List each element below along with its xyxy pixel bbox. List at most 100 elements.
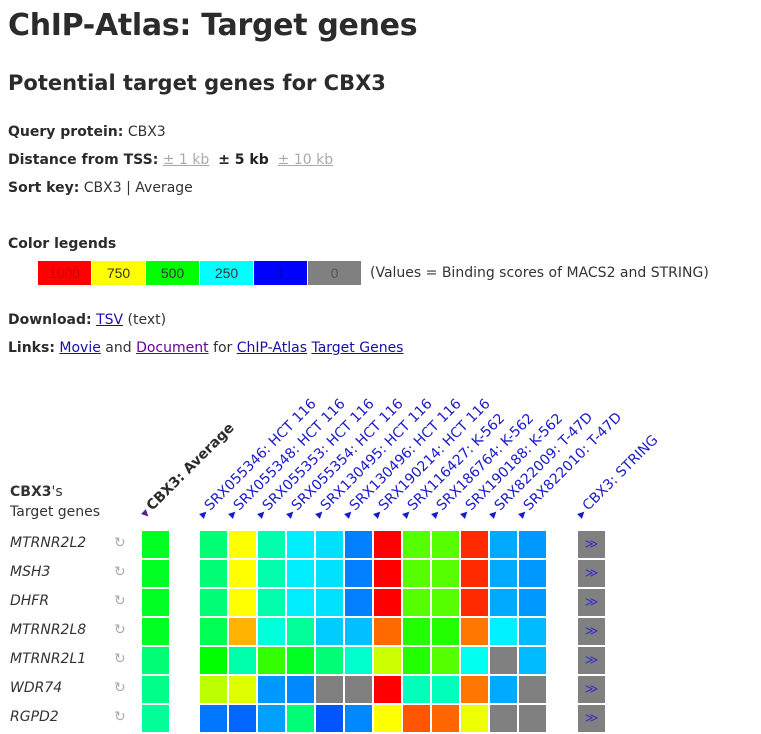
heatmap-cell[interactable]: [229, 647, 256, 674]
heatmap-cell[interactable]: [461, 589, 488, 616]
heatmap-cell[interactable]: [461, 531, 488, 558]
heatmap-cell[interactable]: [374, 589, 401, 616]
heatmap-cell[interactable]: [258, 560, 285, 587]
average-cell[interactable]: [142, 647, 169, 674]
tsv-download-link[interactable]: TSV: [96, 312, 124, 328]
heatmap-cell[interactable]: [287, 531, 314, 558]
heatmap-cell[interactable]: [200, 647, 227, 674]
average-cell[interactable]: [142, 560, 169, 587]
heatmap-cell[interactable]: [287, 618, 314, 645]
heatmap-cell[interactable]: [287, 676, 314, 703]
heatmap-cell[interactable]: [490, 589, 517, 616]
chip-atlas-link[interactable]: ChIP-Atlas: [236, 340, 308, 356]
heatmap-cell[interactable]: [519, 618, 546, 645]
heatmap-cell[interactable]: [432, 647, 459, 674]
heatmap-cell[interactable]: [200, 676, 227, 703]
heatmap-cell[interactable]: [258, 676, 285, 703]
heatmap-cell[interactable]: [432, 705, 459, 732]
heatmap-cell[interactable]: [432, 676, 459, 703]
heatmap-cell[interactable]: [258, 647, 285, 674]
heatmap-cell[interactable]: [200, 705, 227, 732]
heatmap-cell[interactable]: [258, 618, 285, 645]
gene-name[interactable]: RGPD2: [10, 709, 59, 725]
heatmap-cell[interactable]: [519, 560, 546, 587]
heatmap-cell[interactable]: [403, 705, 430, 732]
average-cell[interactable]: [142, 676, 169, 703]
average-cell[interactable]: [142, 589, 169, 616]
heatmap-cell[interactable]: [200, 560, 227, 587]
heatmap-cell[interactable]: [374, 676, 401, 703]
movie-link[interactable]: Movie: [59, 340, 101, 356]
column-header-average[interactable]: ▼CBX3: Average: [140, 420, 238, 521]
heatmap-cell[interactable]: [229, 589, 256, 616]
heatmap-cell[interactable]: [316, 531, 343, 558]
heatmap-cell[interactable]: [374, 705, 401, 732]
gene-name[interactable]: MTRNR2L1: [10, 651, 87, 667]
heatmap-cell[interactable]: [345, 618, 372, 645]
string-link-button[interactable]: ≫: [578, 531, 605, 558]
distance-option-10kb[interactable]: ± 10 kb: [277, 152, 334, 168]
string-link-button[interactable]: ≫: [578, 589, 605, 616]
heatmap-cell[interactable]: [316, 589, 343, 616]
heatmap-cell[interactable]: [461, 618, 488, 645]
heatmap-cell[interactable]: [316, 560, 343, 587]
heatmap-cell[interactable]: [200, 618, 227, 645]
heatmap-cell[interactable]: [490, 705, 517, 732]
string-link-button[interactable]: ≫: [578, 705, 605, 732]
heatmap-cell[interactable]: [403, 618, 430, 645]
gene-name[interactable]: WDR74: [10, 680, 63, 696]
heatmap-cell[interactable]: [345, 676, 372, 703]
gene-name[interactable]: MTRNR2L8: [10, 622, 87, 638]
heatmap-cell[interactable]: [345, 647, 372, 674]
average-cell[interactable]: [142, 705, 169, 732]
heatmap-cell[interactable]: [461, 647, 488, 674]
heatmap-cell[interactable]: [258, 531, 285, 558]
heatmap-cell[interactable]: [345, 560, 372, 587]
gene-name[interactable]: MSH3: [10, 564, 51, 580]
heatmap-cell[interactable]: [519, 705, 546, 732]
heatmap-cell[interactable]: [345, 531, 372, 558]
heatmap-cell[interactable]: [316, 647, 343, 674]
document-link[interactable]: Document: [136, 340, 209, 356]
heatmap-cell[interactable]: [229, 705, 256, 732]
heatmap-cell[interactable]: [432, 589, 459, 616]
heatmap-cell[interactable]: [490, 647, 517, 674]
heatmap-cell[interactable]: [432, 531, 459, 558]
reload-icon[interactable]: ↻: [114, 651, 126, 667]
heatmap-cell[interactable]: [374, 560, 401, 587]
heatmap-cell[interactable]: [461, 560, 488, 587]
gene-name[interactable]: DHFR: [10, 593, 50, 609]
heatmap-cell[interactable]: [229, 531, 256, 558]
heatmap-cell[interactable]: [258, 705, 285, 732]
heatmap-cell[interactable]: [403, 531, 430, 558]
gene-name[interactable]: MTRNR2L2: [10, 535, 87, 551]
target-genes-link[interactable]: Target Genes: [311, 340, 404, 356]
heatmap-cell[interactable]: [229, 560, 256, 587]
heatmap-cell[interactable]: [374, 531, 401, 558]
reload-icon[interactable]: ↻: [114, 680, 126, 696]
heatmap-cell[interactable]: [200, 589, 227, 616]
heatmap-cell[interactable]: [229, 676, 256, 703]
heatmap-cell[interactable]: [374, 618, 401, 645]
heatmap-cell[interactable]: [287, 647, 314, 674]
heatmap-cell[interactable]: [403, 676, 430, 703]
average-cell[interactable]: [142, 531, 169, 558]
heatmap-cell[interactable]: [287, 560, 314, 587]
reload-icon[interactable]: ↻: [114, 564, 126, 580]
heatmap-cell[interactable]: [490, 560, 517, 587]
heatmap-cell[interactable]: [490, 618, 517, 645]
string-link-button[interactable]: ≫: [578, 560, 605, 587]
heatmap-cell[interactable]: [519, 647, 546, 674]
heatmap-cell[interactable]: [403, 560, 430, 587]
heatmap-cell[interactable]: [316, 705, 343, 732]
heatmap-cell[interactable]: [345, 705, 372, 732]
heatmap-cell[interactable]: [432, 560, 459, 587]
heatmap-cell[interactable]: [490, 531, 517, 558]
heatmap-cell[interactable]: [200, 531, 227, 558]
reload-icon[interactable]: ↻: [114, 535, 126, 551]
heatmap-cell[interactable]: [258, 589, 285, 616]
average-cell[interactable]: [142, 618, 169, 645]
heatmap-cell[interactable]: [519, 531, 546, 558]
heatmap-cell[interactable]: [432, 618, 459, 645]
heatmap-cell[interactable]: [403, 647, 430, 674]
